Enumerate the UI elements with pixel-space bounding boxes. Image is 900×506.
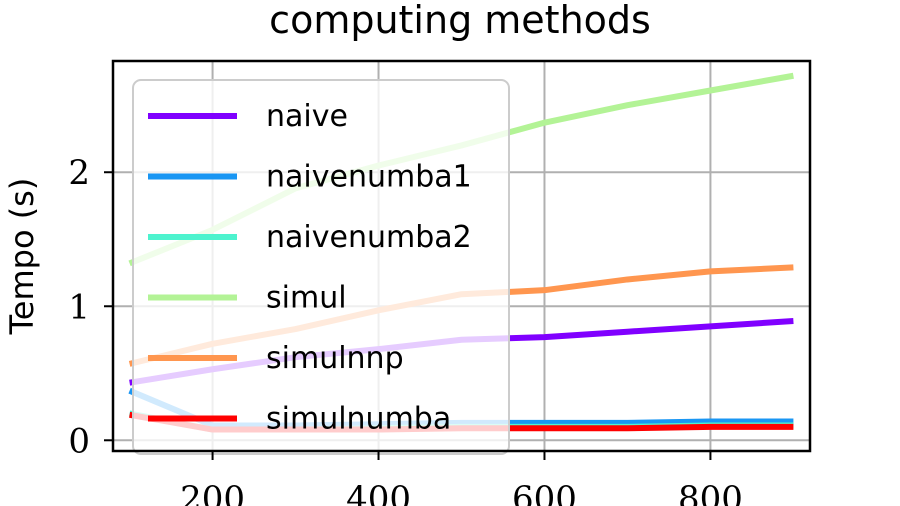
legend-label-naive: naive (266, 99, 348, 134)
legend: naive naivenumba1 naivenumba2 simul simulnnp… (132, 79, 510, 455)
y-tick-label: 2 (68, 153, 90, 193)
y-tick-label: 1 (68, 287, 90, 327)
y-tick-label: 0 (68, 421, 90, 461)
legend-label-simulnnp: simulnnp (266, 341, 404, 376)
legend-box (132, 79, 510, 455)
axis-ticks: 200 400 600 800 0 1 2 (68, 153, 743, 506)
legend-label-naivenumba2: naivenumba2 (266, 220, 472, 255)
x-tick-label: 600 (512, 479, 577, 506)
legend-label-naivenumba1: naivenumba1 (266, 160, 472, 195)
x-tick-label: 400 (346, 479, 411, 506)
x-tick-label: 800 (678, 479, 743, 506)
plot-frame (111, 59, 812, 453)
x-tick-label: 200 (180, 479, 245, 506)
legend-label-simulnumba: simulnumba (266, 402, 451, 437)
legend-label-simul: simul (266, 281, 347, 316)
y-axis-label: Tempo (s) (3, 178, 41, 336)
chart-title: computing methods (269, 0, 651, 42)
